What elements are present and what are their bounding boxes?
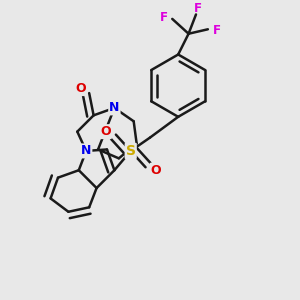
Text: S: S bbox=[126, 144, 136, 158]
Text: F: F bbox=[213, 24, 221, 37]
Text: F: F bbox=[160, 11, 168, 24]
Text: N: N bbox=[81, 144, 92, 158]
Text: F: F bbox=[194, 2, 202, 15]
Text: O: O bbox=[75, 82, 86, 95]
Text: O: O bbox=[151, 164, 161, 177]
Text: N: N bbox=[109, 101, 120, 114]
Text: O: O bbox=[100, 125, 111, 138]
